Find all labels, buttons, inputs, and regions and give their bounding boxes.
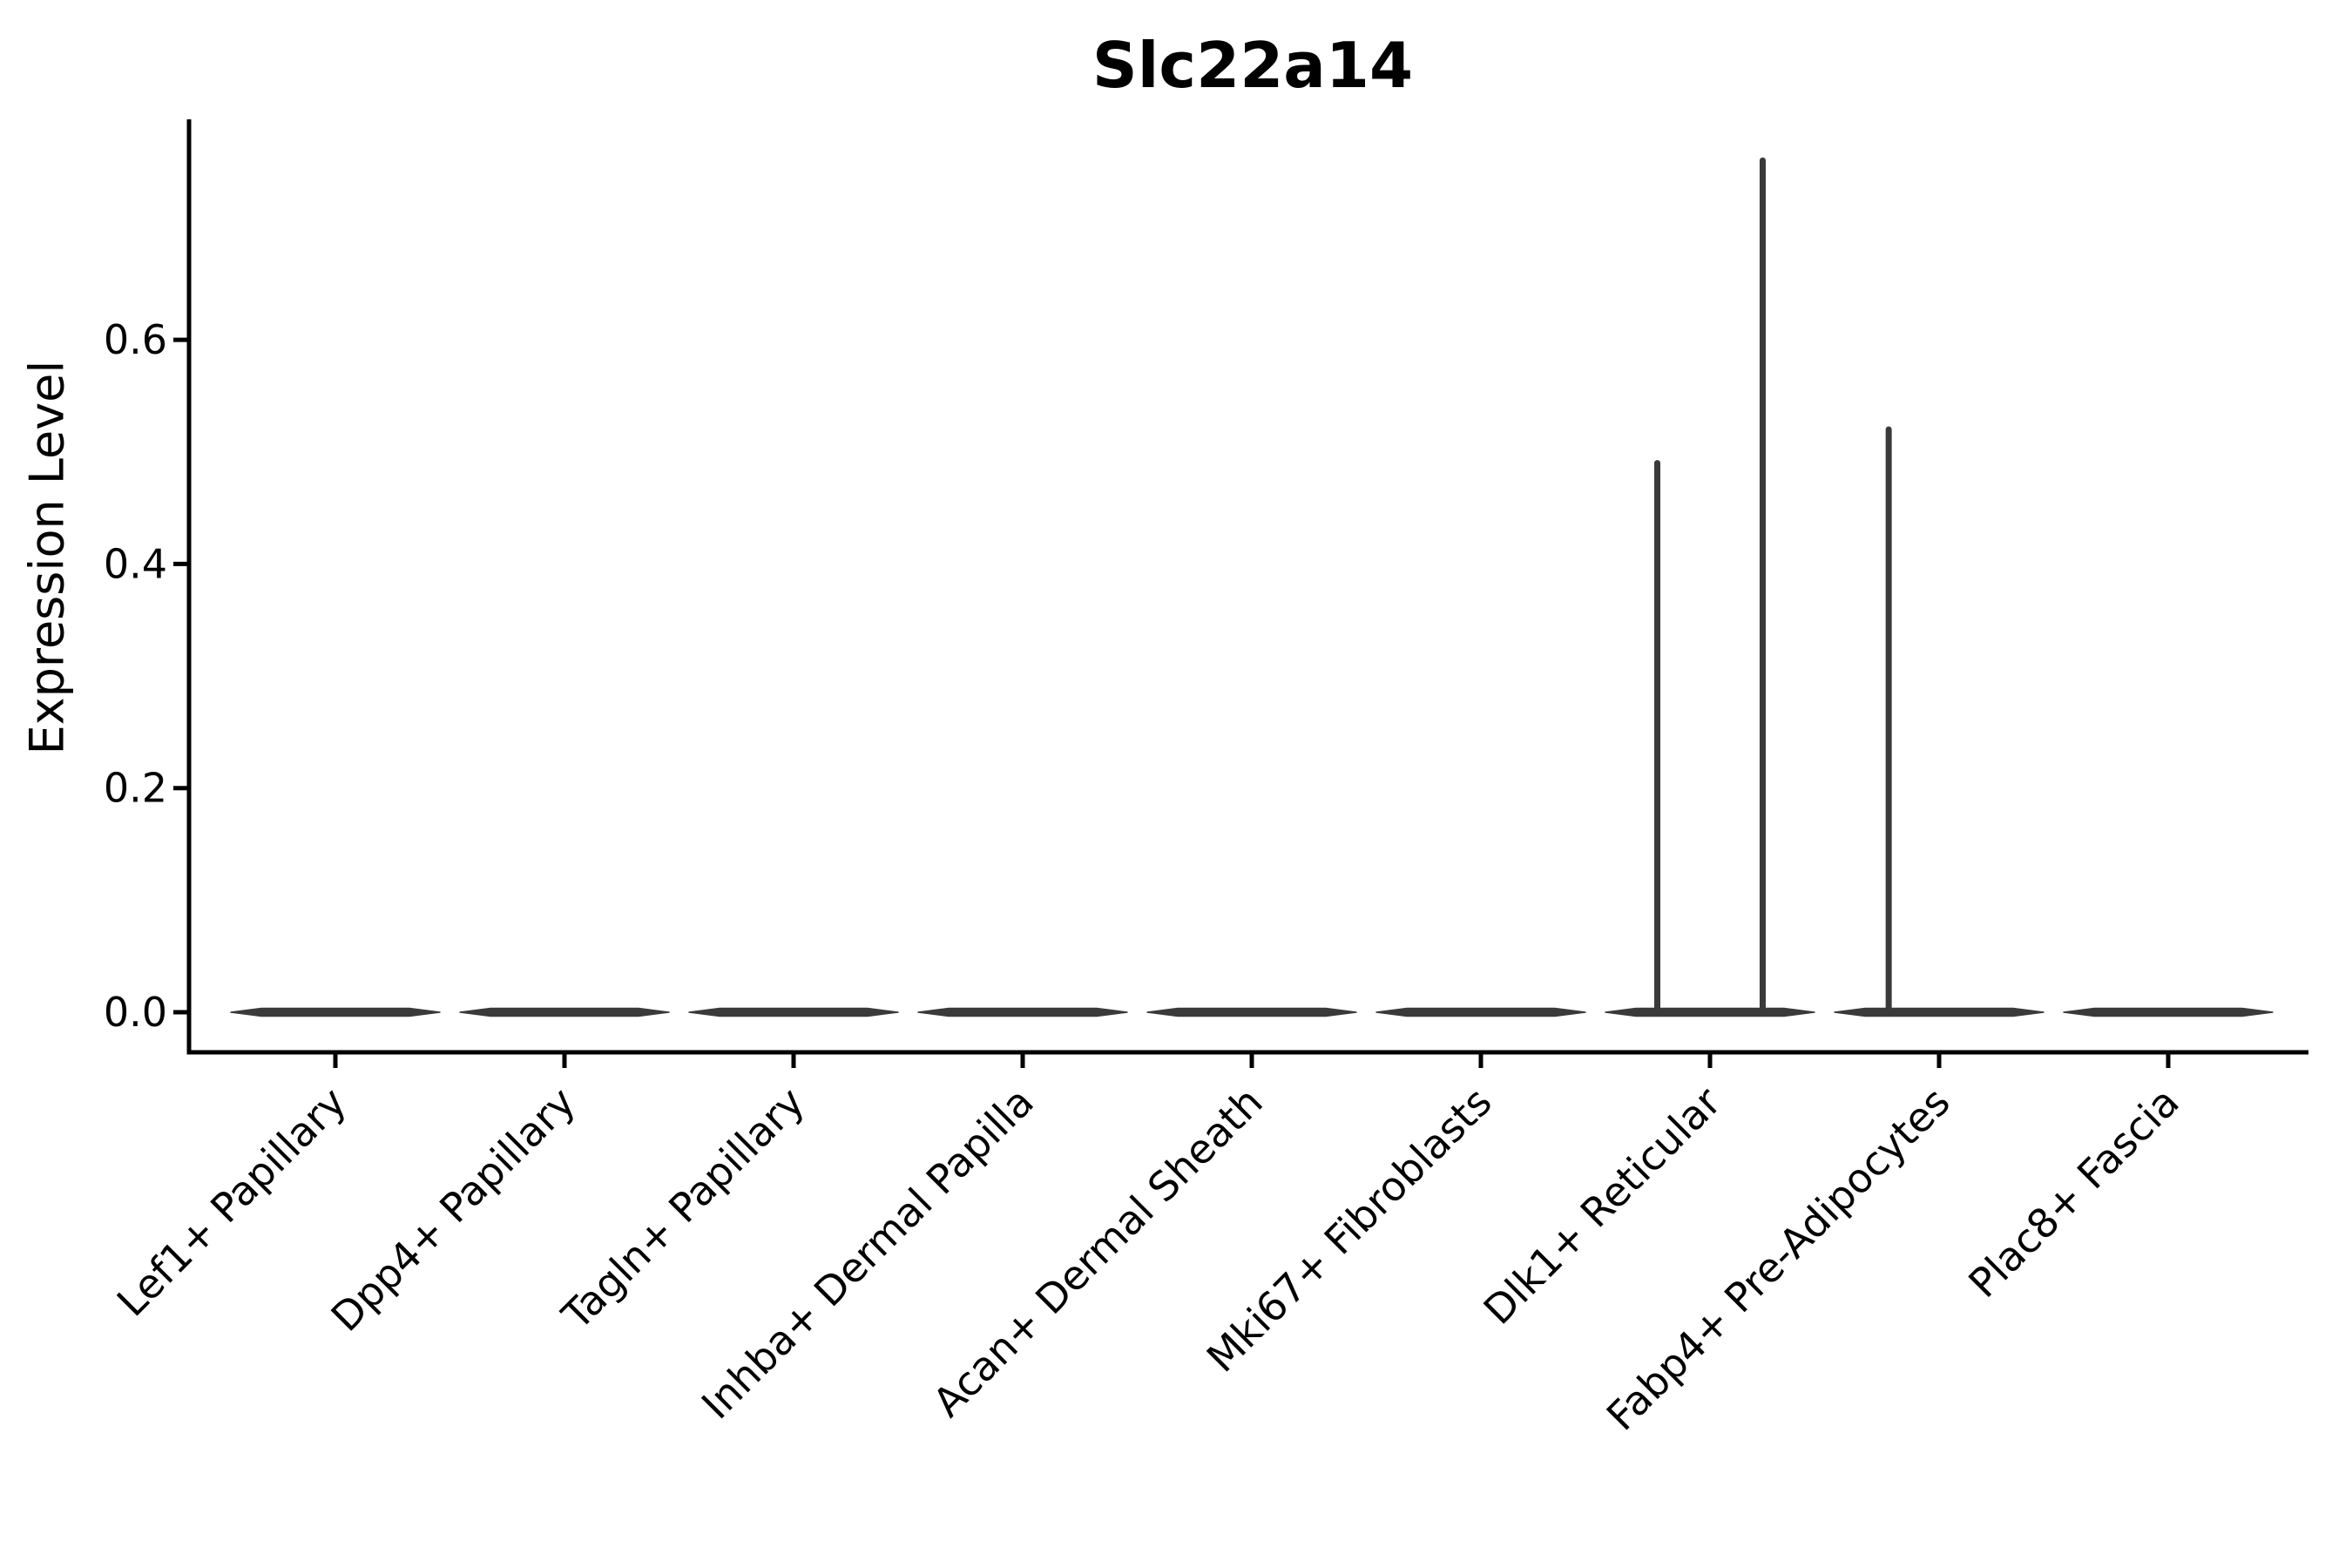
x-tick-label: Lef1+ Papillary	[108, 1078, 355, 1326]
y-tick-label: 0.0	[104, 989, 167, 1036]
violin-body	[2063, 1007, 2274, 1017]
x-tick-label: Tagln+ Papillary	[552, 1078, 814, 1340]
y-tick-label: 0.2	[104, 765, 167, 812]
violin-body	[917, 1007, 1128, 1017]
violin-body	[1605, 1007, 1815, 1017]
x-tick-label: Dlk1+ Reticular	[1475, 1078, 1730, 1334]
violin-body	[459, 1007, 670, 1017]
violin-body	[1375, 1007, 1586, 1017]
violin-body	[688, 1007, 899, 1017]
y-axis-title: Expression Level	[20, 361, 75, 755]
y-axis: 0.0 0.2 0.4 0.6	[104, 316, 189, 1036]
y-tick-label: 0.6	[104, 316, 167, 363]
violins	[230, 157, 2274, 1017]
x-tick-label: Plac8+ Fascia	[1959, 1078, 2187, 1307]
chart-title: Slc22a14	[1092, 29, 1413, 102]
x-tick-label: Dpp4+ Papillary	[322, 1078, 585, 1341]
violin-body	[1146, 1007, 1357, 1017]
y-tick-label: 0.4	[104, 540, 167, 587]
violin-body	[1834, 1007, 2044, 1017]
violin-body	[230, 1007, 441, 1017]
